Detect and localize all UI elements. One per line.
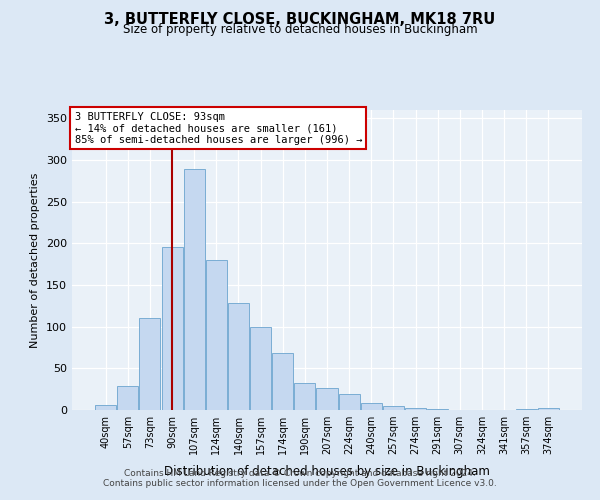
Text: 3, BUTTERFLY CLOSE, BUCKINGHAM, MK18 7RU: 3, BUTTERFLY CLOSE, BUCKINGHAM, MK18 7RU [104, 12, 496, 28]
Bar [361, 402, 382, 410]
Bar [118, 386, 139, 410]
Bar [405, 408, 426, 410]
Y-axis label: Number of detached properties: Number of detached properties [31, 172, 40, 348]
Bar [184, 169, 205, 410]
Bar [538, 408, 559, 410]
Bar [338, 394, 359, 410]
Bar [316, 388, 338, 410]
Bar [272, 354, 293, 410]
Bar [250, 326, 271, 410]
Bar [515, 409, 536, 410]
Bar [95, 405, 116, 410]
Bar [427, 409, 448, 410]
Bar [295, 382, 316, 410]
Bar [139, 318, 160, 410]
Bar [228, 304, 249, 410]
Text: 3 BUTTERFLY CLOSE: 93sqm
← 14% of detached houses are smaller (161)
85% of semi-: 3 BUTTERFLY CLOSE: 93sqm ← 14% of detach… [74, 112, 362, 144]
X-axis label: Distribution of detached houses by size in Buckingham: Distribution of detached houses by size … [164, 466, 490, 478]
Text: Contains HM Land Registry data © Crown copyright and database right 2024.: Contains HM Land Registry data © Crown c… [124, 468, 476, 477]
Bar [383, 406, 404, 410]
Bar [206, 260, 227, 410]
Text: Size of property relative to detached houses in Buckingham: Size of property relative to detached ho… [122, 22, 478, 36]
Bar [161, 246, 182, 410]
Text: Contains public sector information licensed under the Open Government Licence v3: Contains public sector information licen… [103, 478, 497, 488]
